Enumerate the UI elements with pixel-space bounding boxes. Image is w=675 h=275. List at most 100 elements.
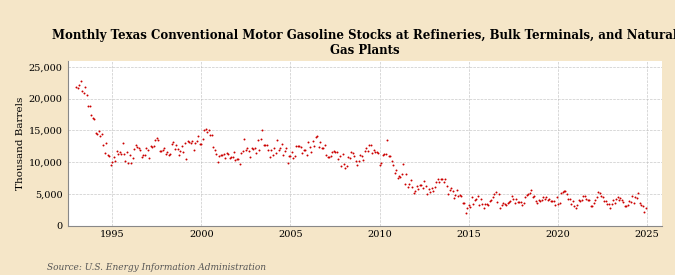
Point <box>364 143 375 147</box>
Point <box>379 152 389 156</box>
Point <box>462 206 472 210</box>
Point <box>620 204 630 209</box>
Point <box>186 141 196 145</box>
Point <box>86 112 97 117</box>
Point <box>277 153 288 157</box>
Point <box>435 177 446 181</box>
Point <box>300 148 310 153</box>
Point <box>499 202 510 206</box>
Point <box>223 152 234 156</box>
Point <box>434 180 445 185</box>
Point <box>197 137 208 142</box>
Point <box>312 134 323 138</box>
Point <box>119 152 130 156</box>
Point <box>115 152 126 156</box>
Point <box>551 195 562 199</box>
Point <box>398 162 409 166</box>
Point <box>303 140 314 145</box>
Point <box>328 148 339 153</box>
Point <box>581 197 592 201</box>
Point <box>259 143 269 148</box>
Point <box>365 143 376 148</box>
Point <box>466 195 477 199</box>
Point <box>153 138 163 142</box>
Point <box>275 145 286 150</box>
Point <box>175 149 186 153</box>
Point <box>209 147 220 152</box>
Point <box>281 146 292 150</box>
Point <box>532 200 543 205</box>
Point <box>414 183 425 188</box>
Point <box>594 191 605 196</box>
Point <box>425 190 435 194</box>
Point <box>264 154 275 159</box>
Title: Monthly Texas Conventional Motor Gasoline Stocks at Refineries, Bulk Terminals, : Monthly Texas Conventional Motor Gasolin… <box>52 29 675 57</box>
Point <box>469 198 480 203</box>
Point <box>194 142 205 146</box>
Point <box>601 202 612 206</box>
Point <box>315 140 325 144</box>
Point <box>297 150 308 155</box>
Point <box>556 191 566 196</box>
Point <box>135 148 146 152</box>
Point <box>538 195 549 199</box>
Point <box>343 155 354 159</box>
Point <box>251 151 262 155</box>
Point <box>630 194 641 199</box>
Point <box>616 198 627 203</box>
Point <box>82 93 92 98</box>
Point <box>628 200 639 205</box>
Point <box>97 131 107 136</box>
Point <box>144 155 155 160</box>
Point <box>545 199 556 203</box>
Point <box>78 91 89 95</box>
Point <box>584 197 595 202</box>
Point <box>396 172 407 176</box>
Point <box>199 128 210 132</box>
Point <box>432 177 443 181</box>
Point <box>376 160 387 165</box>
Point <box>248 147 259 151</box>
Point <box>83 104 94 108</box>
Point <box>527 195 538 199</box>
Point <box>80 85 90 89</box>
Point <box>541 194 551 199</box>
Point <box>159 146 169 150</box>
Point <box>639 210 649 214</box>
Point <box>245 155 256 160</box>
Point <box>562 192 572 197</box>
Point <box>590 198 601 202</box>
Point <box>377 153 388 157</box>
Point <box>136 155 147 159</box>
Point <box>517 203 528 208</box>
Point <box>591 195 602 199</box>
Point <box>529 194 539 198</box>
Point <box>578 194 589 198</box>
Point <box>290 154 300 158</box>
Point <box>599 199 610 204</box>
Point <box>563 197 574 201</box>
Point <box>404 182 415 187</box>
Point <box>481 202 492 206</box>
Point <box>105 163 116 167</box>
Point <box>611 197 622 202</box>
Point <box>165 152 176 156</box>
Point <box>422 192 433 197</box>
Point <box>288 156 299 160</box>
Point <box>464 203 475 208</box>
Point <box>229 150 240 154</box>
Point <box>128 156 138 160</box>
Point <box>512 200 523 205</box>
Point <box>471 196 482 201</box>
Point <box>214 154 225 158</box>
Point <box>266 148 277 153</box>
Point <box>518 200 529 205</box>
Point <box>429 185 440 189</box>
Point <box>406 178 416 182</box>
Point <box>407 185 418 189</box>
Point <box>212 160 223 164</box>
Point <box>421 184 431 188</box>
Point <box>333 157 344 161</box>
Point <box>557 189 568 194</box>
Point <box>90 131 101 135</box>
